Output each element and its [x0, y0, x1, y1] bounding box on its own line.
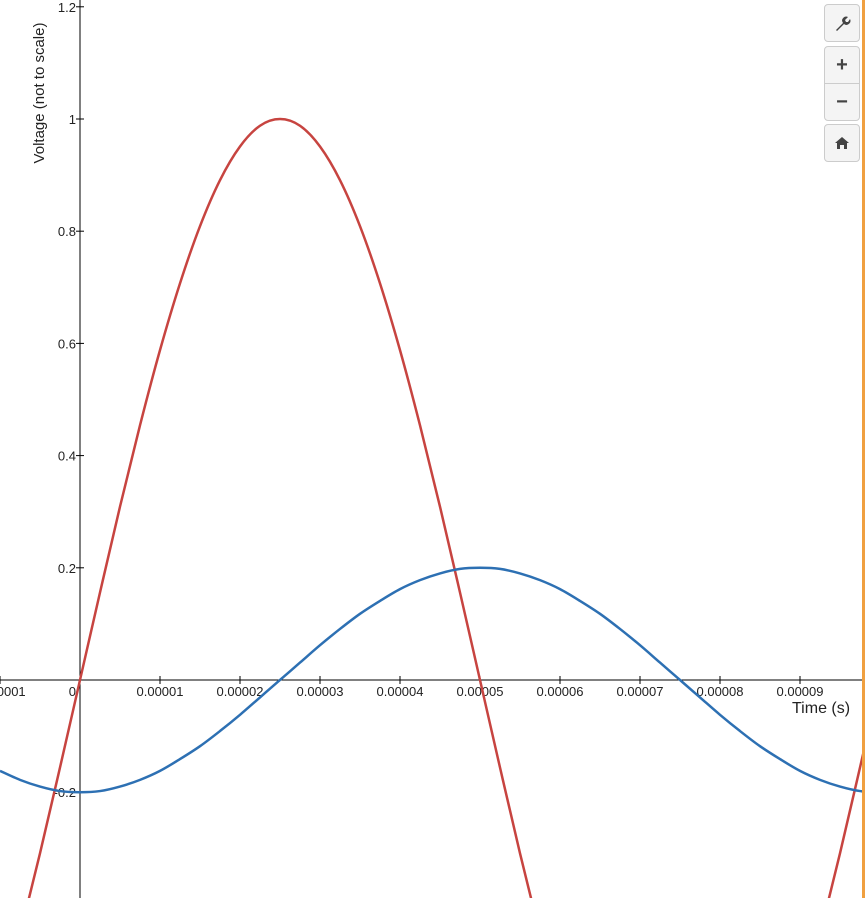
x-tick-label: -0.00001: [0, 684, 26, 699]
wrench-icon: [836, 16, 851, 31]
y-tick-label: 0.4: [58, 449, 76, 464]
curve: [27, 117, 862, 898]
y-axis-label: Voltage (not to scale): [31, 23, 48, 164]
y-tick-label: 1: [69, 112, 76, 127]
edge-bar: [862, 0, 865, 898]
settings-button[interactable]: [824, 4, 860, 42]
zoom-out-button[interactable]: −: [836, 90, 848, 113]
zoom-buttons: + −: [824, 46, 860, 121]
zoom-in-button[interactable]: +: [825, 47, 859, 84]
x-tick-label: 0.00005: [457, 684, 504, 699]
home-icon: [835, 137, 849, 149]
y-tick-label: 0.6: [58, 336, 76, 351]
x-tick-label: 0.00008: [697, 684, 744, 699]
x-tick-label: 0.00004: [377, 684, 424, 699]
y-tick-label: 0.2: [58, 561, 76, 576]
x-tick-label: 0: [69, 684, 76, 699]
y-tick-label: 1.2: [58, 0, 76, 15]
x-tick-label: 0.00007: [617, 684, 664, 699]
y-tick-label: 0.8: [58, 224, 76, 239]
curve: [0, 566, 862, 794]
home-button[interactable]: [824, 124, 860, 162]
plot-area: [0, 117, 862, 898]
x-tick-label: 0.00006: [537, 684, 584, 699]
x-tick-label: 0.00001: [137, 684, 184, 699]
x-axis-label: Time (s): [792, 700, 850, 717]
x-tick-label: 0.00009: [777, 684, 824, 699]
x-tick-label: 0.00002: [217, 684, 264, 699]
x-tick-label: 0.00003: [297, 684, 344, 699]
